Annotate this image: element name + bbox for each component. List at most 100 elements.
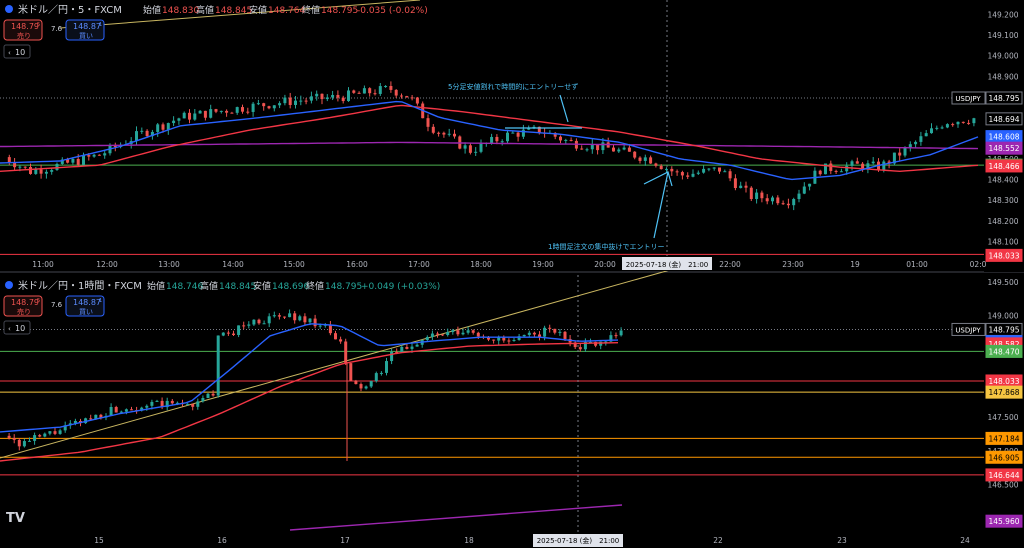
candle — [456, 330, 460, 335]
candle — [368, 88, 372, 94]
candle — [466, 330, 470, 333]
candle — [569, 139, 573, 141]
sell-button[interactable]: 148.79 5 売り — [3, 295, 43, 317]
candle — [845, 165, 849, 172]
change-value: -0.035 (-0.02%) — [357, 6, 428, 16]
ma-weekly-line[interactable] — [289, 504, 623, 531]
symbol-title[interactable]: 米ドル／円・1時間・FXCM — [18, 279, 142, 292]
candle — [172, 120, 176, 124]
candle — [619, 330, 623, 336]
candle — [609, 335, 613, 342]
candle — [58, 430, 62, 434]
tradingview-logo-icon[interactable]: TV — [6, 511, 25, 526]
price-tag-text: 148.694 — [988, 115, 1019, 124]
ma-long-line[interactable] — [0, 104, 979, 173]
candle — [765, 198, 769, 202]
candle — [7, 435, 11, 438]
symbol-flag-icon — [5, 281, 13, 289]
candle — [161, 124, 165, 130]
candle — [160, 400, 164, 408]
candle — [7, 157, 11, 163]
change-value: +0.049 (+0.03%) — [361, 282, 440, 292]
candle — [150, 401, 154, 406]
sell-price: 148.79 — [11, 22, 39, 31]
ma-short-line[interactable] — [0, 323, 619, 433]
candle — [97, 154, 101, 156]
candle — [267, 106, 271, 109]
ma-long-line[interactable] — [0, 342, 619, 462]
candle — [654, 163, 658, 166]
time-axis-5min[interactable]: 11:00 12:00 13:00 14:00 15:00 16:00 17:00 18:00… — [0, 256, 1024, 271]
candle — [251, 103, 255, 112]
buy-price: 148.87 — [73, 298, 101, 307]
buy-button[interactable]: 148.87 1 買い — [65, 19, 105, 41]
candle — [103, 153, 107, 156]
candle — [887, 161, 891, 164]
candle — [145, 130, 149, 137]
candle — [22, 441, 26, 447]
price-tag-text: 146.644 — [988, 471, 1019, 480]
trend-line[interactable] — [0, 269, 671, 459]
sell-label: 売り — [17, 31, 31, 40]
lot-size-box[interactable]: ‹ 10 — [3, 44, 31, 59]
candle — [537, 126, 541, 133]
candle — [334, 333, 337, 340]
candle — [665, 168, 668, 170]
price-tag-text: 148.033 — [988, 377, 1019, 386]
symbol-tag — [951, 91, 986, 105]
high-value: 148.845 — [215, 6, 252, 16]
candle — [50, 170, 54, 172]
price-tag-text: 148.608 — [988, 133, 1019, 142]
price-tick: 149.200 — [987, 10, 1018, 19]
candle — [497, 336, 501, 341]
candle — [135, 131, 138, 142]
price-tick: 148.200 — [987, 217, 1018, 226]
price-axis-1hour[interactable]: 149.500149.000148.500148.000147.500147.0… — [984, 273, 1024, 533]
pane-1hour[interactable] — [0, 269, 984, 532]
candle — [521, 129, 525, 137]
candle — [410, 346, 414, 349]
ma-short-line[interactable] — [0, 100, 979, 181]
candle — [776, 197, 780, 204]
candle — [614, 335, 618, 337]
candle — [278, 103, 282, 106]
candle — [191, 403, 195, 407]
candle — [930, 128, 933, 134]
trend-line[interactable] — [59, 0, 421, 29]
candle — [170, 400, 174, 404]
pane-5min[interactable]: 5分足安値割れで時間的にエントリーせず 1時間足注文の集中抜けでエントリー — [0, 0, 984, 256]
close-value: 148.795 — [321, 6, 358, 16]
price-tick: 149.100 — [987, 31, 1018, 40]
candle — [226, 332, 230, 334]
candle — [527, 127, 531, 130]
candle — [198, 110, 202, 114]
time-tick: 22:00 — [719, 260, 741, 269]
annotation-arrow[interactable] — [653, 171, 669, 239]
candle — [511, 132, 515, 134]
candle — [512, 339, 516, 341]
candle — [23, 166, 27, 168]
candle — [109, 407, 113, 416]
candle — [206, 393, 210, 398]
time-tick: 23:00 — [782, 260, 804, 269]
symbol-title[interactable]: 米ドル／円・5・FXCM — [18, 3, 122, 16]
high-value: 148.845 — [219, 282, 256, 292]
candle — [193, 113, 197, 120]
candle — [468, 145, 472, 153]
candle — [288, 313, 292, 318]
candle — [961, 121, 965, 123]
spread-value: 7.6 — [51, 25, 63, 33]
ma-daily-line[interactable] — [0, 141, 979, 150]
annotation-arrow[interactable] — [559, 94, 569, 123]
candle — [548, 327, 552, 329]
candle — [369, 381, 373, 387]
candle — [12, 437, 16, 440]
candle — [723, 171, 727, 173]
candle — [447, 133, 451, 135]
buy-button[interactable]: 148.87 1 買い — [65, 295, 105, 317]
time-axis-1hour[interactable]: 15 16 17 18 22 23 24 2025-07-18 (金) 21:00 — [0, 533, 1024, 548]
candle — [92, 154, 96, 157]
lot-size-box[interactable]: ‹ 10 — [3, 320, 31, 335]
candle — [502, 336, 506, 341]
sell-button[interactable]: 148.79 5 売り — [3, 19, 43, 41]
